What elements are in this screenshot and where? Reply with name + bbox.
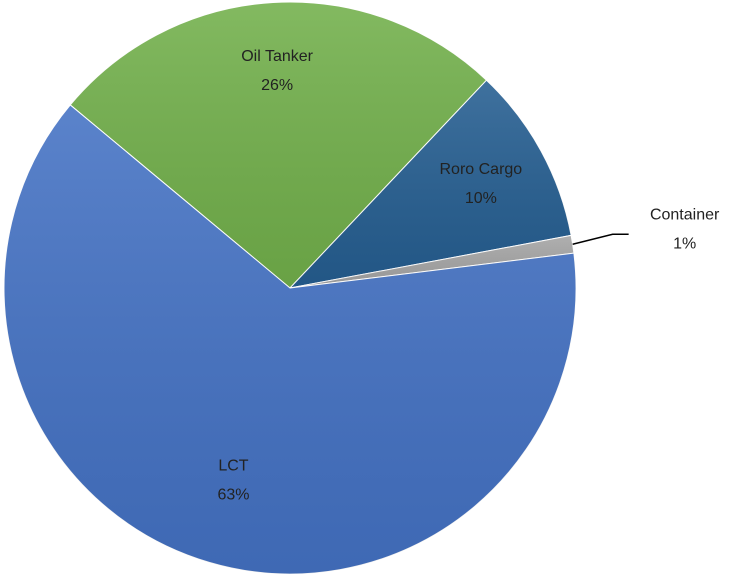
- slice-value-label: 26%: [261, 77, 293, 94]
- slice-label: Container: [650, 206, 720, 223]
- slice-shade: [290, 80, 572, 288]
- leader-line: [572, 233, 629, 245]
- slice-label: LCT: [218, 457, 248, 474]
- slice-label: Oil Tanker: [241, 48, 313, 65]
- slice-value-label: 63%: [217, 486, 249, 503]
- slice-shade: [4, 104, 576, 574]
- slice-value-label: 10%: [465, 190, 497, 207]
- slice-label: Roro Cargo: [439, 161, 522, 178]
- slice-value-label: 1%: [673, 235, 696, 252]
- slice-shade: [290, 235, 574, 288]
- slice-shade: [70, 2, 487, 289]
